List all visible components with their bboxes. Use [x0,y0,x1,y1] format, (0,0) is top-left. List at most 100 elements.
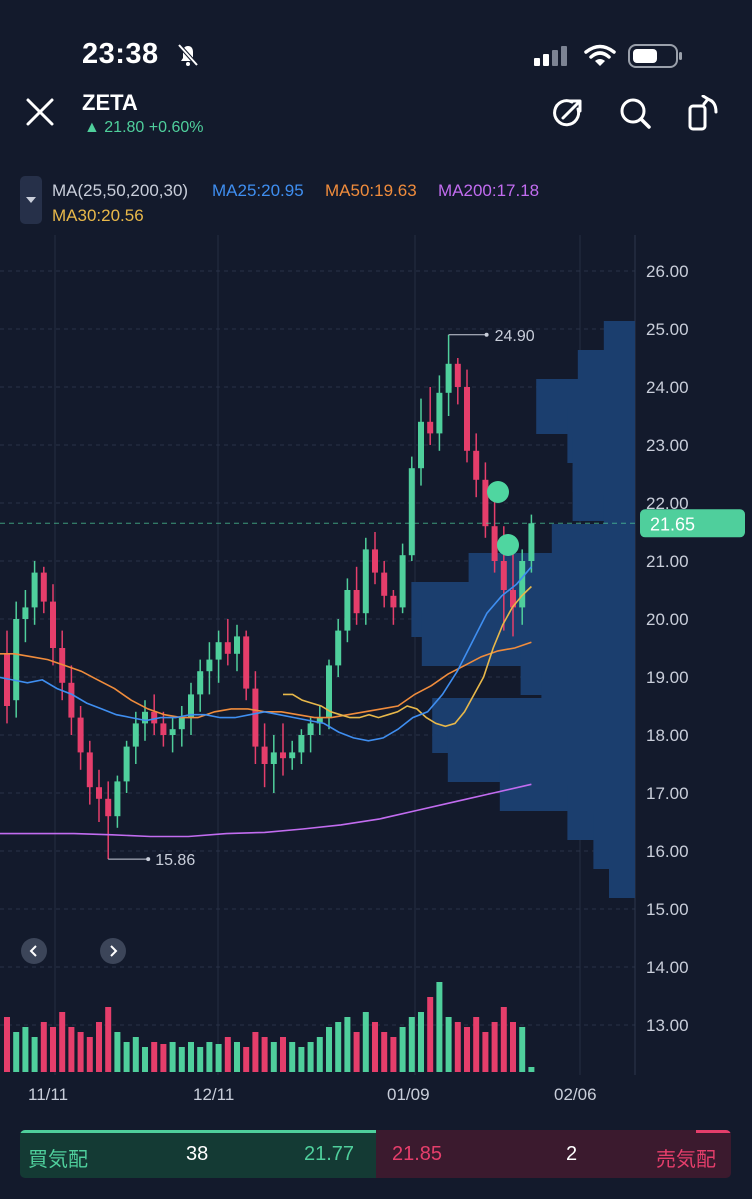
bid-panel[interactable]: 買気配 38 21.77 [20,1130,376,1178]
volume-bar [399,1027,406,1072]
candle-body [142,711,148,724]
volume-bar [454,1022,461,1072]
current-price-badge [640,509,745,538]
volume-bar [500,1007,507,1072]
candle-body [243,636,250,689]
chevron-right-icon [110,945,118,957]
y-tick-label: 22.00 [646,494,689,513]
volume-bar [353,1032,360,1072]
volume-bar [206,1042,213,1072]
candle-body [40,572,47,602]
candle-body [344,590,351,631]
quote-bar[interactable]: 買気配 38 21.77 21.85 2 売気配 [20,1130,731,1178]
caret-down-icon [26,197,36,203]
scroll-right-button[interactable] [100,938,126,964]
candle-body [335,630,342,666]
share-button[interactable] [546,91,590,135]
volume-bar [344,1017,351,1072]
candle-body [454,363,461,387]
share-icon [553,99,582,127]
y-tick-label: 24.00 [646,378,689,397]
y-tick-label: 26.00 [646,262,689,281]
close-button[interactable] [18,90,62,134]
x-tick-label: 01/09 [387,1085,430,1104]
x-tick-label: 02/06 [554,1085,597,1104]
volume-bar [31,1037,38,1072]
ma200-line [0,783,532,838]
volume-bar [114,1032,121,1072]
high-annotation-label: 24.90 [495,328,535,345]
volume-bar [243,1047,250,1072]
volume-bar [464,1027,470,1072]
y-tick-label: 25.00 [646,320,689,339]
y-tick-label: 14.00 [646,958,689,977]
y-tick-label: 20.00 [646,610,689,629]
ma50-label: MA50:19.63 [325,181,417,200]
y-tick-label: 21.00 [646,552,689,571]
ask-panel[interactable]: 21.85 2 売気配 [376,1130,731,1178]
volume-bar [445,1017,452,1072]
volume-bar [519,1027,526,1072]
candle-body [169,729,176,735]
candle-body [197,671,204,695]
ask-depth-bar [696,1130,731,1133]
volume-bar [280,1037,286,1072]
candle-body [418,421,424,469]
scroll-left-button[interactable] [21,938,47,964]
close-icon [26,98,54,126]
search-button[interactable] [613,91,657,135]
candle-body [491,526,498,561]
ma30-label: MA30:20.56 [52,206,144,225]
candle-body [362,549,369,614]
ma-toggle-button[interactable] [20,176,42,224]
candle-body [206,659,213,672]
volume-bar [473,1017,480,1072]
candle-body [381,572,388,596]
candle-body [261,746,268,764]
rotate-icon [688,95,718,131]
candle-body [4,653,10,706]
volume-bar [105,1007,112,1072]
volume-bar [510,1022,516,1072]
price-chart[interactable]: 26.00 25.00 24.00 23.00 22.00 21.00 20.00 19.00… [0,235,752,1105]
candle-body [326,665,332,718]
candle-body [408,468,415,556]
volume-bar [482,1032,489,1072]
volume-bar [362,1012,369,1072]
candle-body [270,752,277,764]
candle-body [528,523,535,561]
signal-icon [534,46,567,66]
low-annotation-dot [146,857,151,862]
candle-body [298,735,305,753]
candle-body [96,787,102,799]
candle-body [86,752,93,788]
y-tick-label: 19.00 [646,668,689,687]
rotate-button[interactable] [681,91,725,135]
volume-bar [197,1047,204,1072]
volume-bar [86,1037,93,1072]
candle-body [151,711,158,724]
volume-bar [298,1047,305,1072]
volume-bar [59,1012,66,1072]
volume-bar [160,1044,167,1072]
chevron-left-icon [29,945,37,957]
high-annotation-dot [484,332,489,337]
volume-bar [289,1042,296,1072]
volume-bar [234,1042,240,1072]
volume-bar [68,1027,75,1072]
volume-bar [169,1042,176,1072]
ma30-line [283,585,532,728]
wifi-icon [584,44,616,66]
ticker-symbol: ZETA [82,90,138,115]
candle-body [280,752,286,759]
bid-label: 買気配 [28,1149,88,1171]
volume-bar [50,1027,56,1072]
volume-bar [436,982,443,1072]
current-price-label: 21.65 [650,514,695,534]
volume-bar [270,1042,277,1072]
candle-body [252,688,259,747]
candle-body [353,590,360,614]
candle-body [500,561,507,590]
candle-body [22,607,29,619]
candle-body [390,595,397,608]
